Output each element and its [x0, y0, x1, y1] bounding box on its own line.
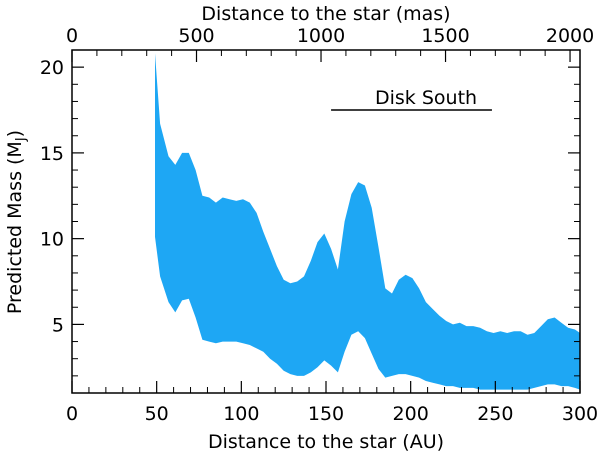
x-tick-label: 200 [393, 403, 429, 425]
x-tick-label: 50 [145, 403, 169, 425]
top-tick-label: 500 [178, 25, 214, 47]
annotation-label: Disk South [375, 87, 477, 109]
y-tick-label: 5 [52, 314, 64, 336]
top-tick-label: 1500 [421, 25, 469, 47]
mass-band [155, 53, 580, 390]
x-tick-label: 150 [308, 403, 344, 425]
x-tick-label: 100 [223, 403, 259, 425]
top-tick-label: 2000 [546, 25, 594, 47]
y-tick-label: 15 [40, 143, 64, 165]
top-axis-title: Distance to the star (mas) [201, 3, 450, 25]
x-axis-title: Distance to the star (AU) [208, 431, 444, 453]
top-tick-label: 1000 [297, 25, 345, 47]
y-axis-title: Predicted Mass (MJ) [4, 130, 29, 314]
x-tick-label: 0 [66, 403, 78, 425]
y-tick-label: 10 [40, 229, 64, 251]
x-tick-label: 250 [477, 403, 513, 425]
x-tick-label: 300 [562, 403, 598, 425]
top-tick-label: 0 [66, 25, 78, 47]
y-tick-label: 20 [40, 57, 64, 79]
